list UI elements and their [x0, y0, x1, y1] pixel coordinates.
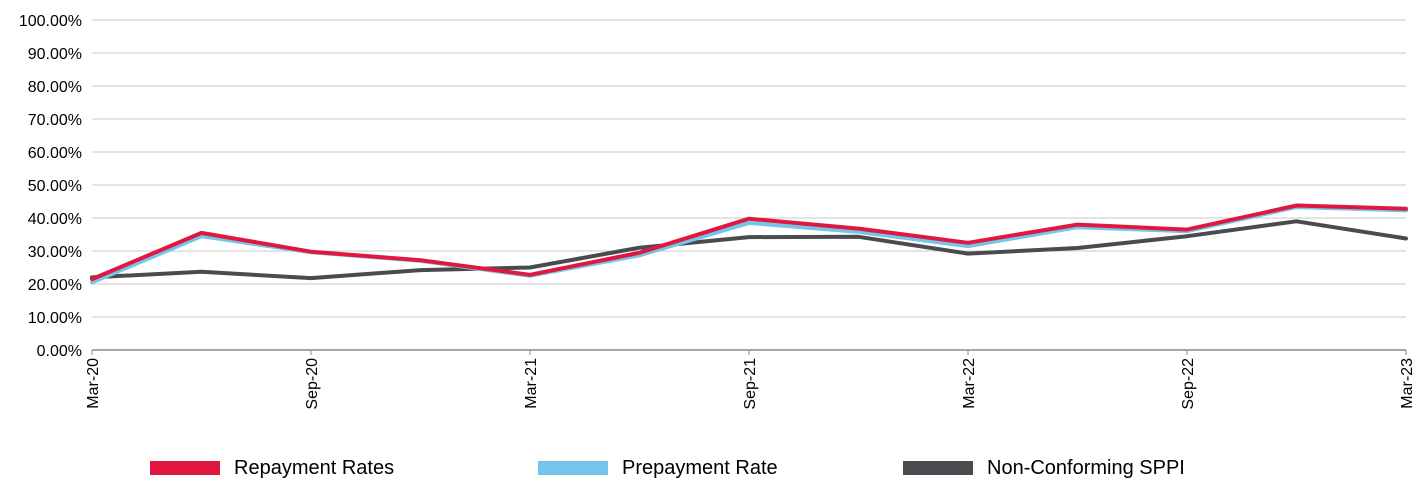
legend-item-non-conforming-sppi: Non-Conforming SPPI: [903, 455, 1185, 481]
legend-swatch-prepayment-rate: [538, 461, 608, 475]
legend-label-repayment-rates: Repayment Rates: [234, 456, 395, 479]
gridlines: [92, 19, 1406, 318]
y-tick-label: 50.00%: [28, 178, 82, 195]
series-line-non-conforming-sppi: [90, 219, 1408, 281]
legend-item-prepayment-rate: Prepayment Rate: [538, 455, 778, 481]
y-tick-label: 0.00%: [37, 343, 82, 360]
x-axis-tick-labels: Mar-20 Sep-20 Mar-21 Sep-21 Mar-22 Sep-22 Mar-…: [85, 350, 1416, 410]
y-tick-label: 60.00%: [28, 145, 82, 162]
y-tick-label: 30.00%: [28, 244, 82, 261]
x-tick-label: Sep-20: [304, 358, 321, 410]
x-tick-label: Mar-20: [85, 358, 102, 409]
series-lines: [90, 203, 1408, 285]
legend-swatch-non-conforming-sppi: [903, 461, 973, 475]
y-tick-label: 70.00%: [28, 112, 82, 129]
y-tick-label: 10.00%: [28, 310, 82, 327]
x-tick-label: Mar-21: [523, 358, 540, 409]
series-line-repayment-rates: [90, 203, 1408, 282]
legend: Repayment Rates Prepayment Rate Non-Conf…: [0, 455, 1421, 481]
y-tick-label: 20.00%: [28, 277, 82, 294]
x-tick-label: Mar-23: [1399, 358, 1416, 409]
legend-item-repayment-rates: Repayment Rates: [150, 455, 394, 481]
y-tick-label: 80.00%: [28, 79, 82, 96]
y-tick-label: 100.00%: [19, 13, 82, 30]
x-tick-label: Sep-22: [1180, 358, 1197, 410]
x-tick-label: Mar-22: [961, 358, 978, 409]
legend-swatch-repayment-rates: [150, 461, 220, 475]
line-chart: 0.00% 10.00% 20.00% 30.00% 40.00% 50.00% 60.00…: [19, 13, 1416, 410]
y-axis-tick-labels: 0.00% 10.00% 20.00% 30.00% 40.00% 50.00% 60.00…: [19, 13, 82, 360]
x-tick-label: Sep-21: [742, 358, 759, 410]
legend-label-prepayment-rate: Prepayment Rate: [622, 456, 778, 479]
y-tick-label: 90.00%: [28, 46, 82, 63]
legend-label-non-conforming-sppi: Non-Conforming SPPI: [987, 456, 1185, 479]
y-tick-label: 40.00%: [28, 211, 82, 228]
